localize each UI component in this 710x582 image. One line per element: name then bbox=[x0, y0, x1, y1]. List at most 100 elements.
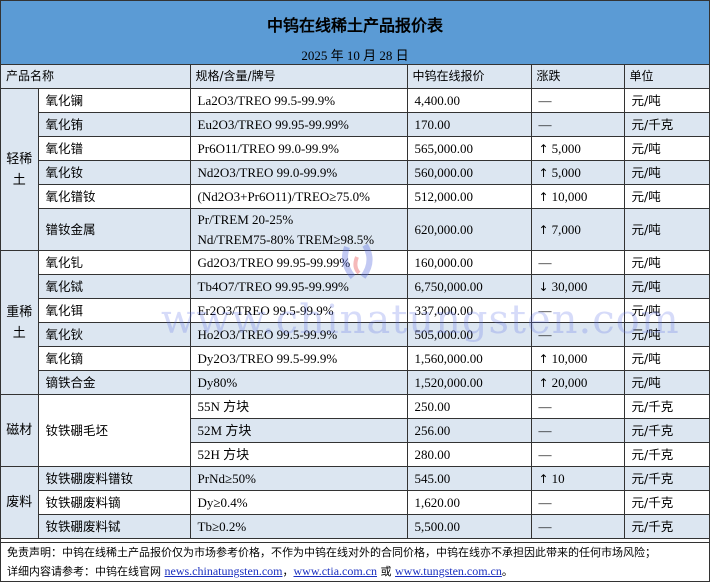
arrow-up-icon: ↑ bbox=[538, 165, 549, 180]
price: 160,000.00 bbox=[406, 250, 532, 275]
arrow-up-icon: ↑ bbox=[538, 222, 549, 237]
unit: 元/千克 bbox=[623, 490, 710, 515]
price: 337,000.00 bbox=[406, 298, 532, 323]
product-spec: Pr/TREM 20-25% Nd/TREM75-80% TREM≥98.5% bbox=[189, 208, 408, 251]
unit: 元/吨 bbox=[623, 136, 710, 161]
report-date: 2025 年 10 月 28 日 bbox=[1, 44, 709, 65]
price: 170.00 bbox=[406, 112, 532, 137]
change-value: 7,000 bbox=[551, 221, 581, 237]
product-spec: Pr6O11/TREO 99.0-99.9% bbox=[189, 136, 408, 161]
product-spec: Dy80% bbox=[189, 370, 408, 395]
price-change: ↑ 7,000 bbox=[530, 208, 625, 251]
product-spec: Ho2O3/TREO 99.5-99.9% bbox=[189, 322, 408, 347]
unit: 元/吨 bbox=[623, 370, 710, 395]
product-spec: 52H 方块 bbox=[190, 442, 408, 467]
product-name: 氧化镨 bbox=[38, 136, 191, 161]
arrow-up-icon: ↑ bbox=[538, 471, 549, 486]
price: 620,000.00 bbox=[406, 208, 532, 251]
table-row: 钕铁硼废料铽 Tb≥0.2% 5,500.00 — 元/千克 bbox=[1, 514, 710, 539]
table-row: 52H 方块 280.00 — 元/千克 bbox=[1, 442, 710, 467]
change-value: — bbox=[538, 303, 552, 318]
disclaimer: 免责声明：中钨在线稀土产品报价仅为市场参考价格，不作为中钨在线对外的合同价格，中… bbox=[7, 546, 656, 559]
price: 256.00 bbox=[406, 418, 532, 443]
price: 280.00 bbox=[406, 442, 532, 467]
price: 512,000.00 bbox=[406, 184, 532, 209]
table-row: 重稀土 氧化钆 Gd2O3/TREO 99.95-99.99% 160,000.00 —… bbox=[1, 250, 710, 395]
price-change: ↑ 5,000 bbox=[530, 160, 625, 185]
table-row: 氧化钬 Ho2O3/TREO 99.5-99.9% 505,000.00 — 元/吨 bbox=[1, 322, 710, 347]
product-name: 氧化钆 bbox=[37, 250, 191, 275]
spec-line: Pr/TREM 20-25% bbox=[197, 211, 294, 227]
change-value: — bbox=[538, 93, 552, 108]
price: 6,750,000.00 bbox=[406, 274, 532, 299]
product-name: 氧化镨钕 bbox=[38, 184, 191, 209]
product-name: 钕铁硼毛坯 bbox=[37, 394, 191, 467]
unit: 元/千克 bbox=[623, 514, 710, 539]
group-label: 废料 bbox=[1, 466, 39, 539]
price-change: — bbox=[530, 250, 625, 275]
table-row: 钕铁硼废料镝 Dy≥0.4% 1,620.00 — 元/千克 bbox=[1, 490, 710, 515]
product-spec: Nd2O3/TREO 99.0-99.9% bbox=[189, 160, 408, 185]
product-name: 氧化钕 bbox=[38, 160, 191, 185]
header-change: 涨跌 bbox=[530, 65, 625, 89]
unit: 元/吨 bbox=[623, 322, 710, 347]
period: 。 bbox=[501, 565, 513, 578]
change-value: — bbox=[538, 399, 552, 414]
price-change: ↓ 30,000 bbox=[530, 274, 625, 299]
price-change: — bbox=[530, 442, 625, 467]
change-value: — bbox=[538, 495, 552, 510]
product-name: 钕铁硼废料镝 bbox=[38, 490, 191, 515]
price-table: 产品名称 规格/含量/牌号 中钨在线报价 涨跌 单位 轻稀土 氧化镧 La2O3/T… bbox=[1, 65, 710, 539]
unit: 元/吨 bbox=[623, 274, 710, 299]
change-value: 10,000 bbox=[551, 350, 588, 366]
product-spec: Gd2O3/TREO 99.95-99.99% bbox=[189, 250, 408, 275]
group-label: 轻稀土 bbox=[1, 88, 39, 251]
price: 5,500.00 bbox=[406, 514, 532, 539]
table-row: 镨钕金属 Pr/TREM 20-25% Nd/TREM75-80% TREM≥98.… bbox=[1, 208, 710, 251]
change-value: 5,000 bbox=[551, 164, 581, 180]
product-spec: Eu2O3/TREO 99.95-99.99% bbox=[189, 112, 408, 137]
table-row: 镝铁合金 Dy80% 1,520,000.00 ↑ 20,000 元/吨 bbox=[1, 370, 710, 395]
table-row: 氧化镝 Dy2O3/TREO 99.5-99.9% 1,560,000.00 ↑ 10,… bbox=[1, 346, 710, 371]
change-value: 5,000 bbox=[551, 140, 581, 156]
price-change: ↑ 20,000 bbox=[530, 370, 625, 395]
change-value: 30,000 bbox=[551, 278, 588, 294]
reference-prefix: 详细内容请参考：中钨在线官网 bbox=[7, 565, 165, 578]
link-ctia[interactable]: www.ctia.com.cn bbox=[293, 564, 378, 578]
table-header-row: 产品名称 规格/含量/牌号 中钨在线报价 涨跌 单位 bbox=[1, 65, 710, 89]
unit: 元/吨 bbox=[623, 298, 710, 323]
link-news-chinatungsten[interactable]: news.chinatungsten.com bbox=[164, 564, 283, 578]
header-spec: 规格/含量/牌号 bbox=[189, 65, 408, 89]
unit: 元/吨 bbox=[623, 88, 710, 113]
price: 560,000.00 bbox=[406, 160, 532, 185]
product-spec: Er2O3/TREO 99.5-99.9% bbox=[189, 298, 408, 323]
product-spec: 52M 方块 bbox=[190, 418, 408, 443]
arrow-up-icon: ↑ bbox=[538, 141, 549, 156]
product-name: 镝铁合金 bbox=[38, 370, 191, 395]
unit: 元/千克 bbox=[623, 112, 710, 137]
unit: 元/吨 bbox=[623, 208, 710, 251]
change-value: — bbox=[538, 447, 552, 462]
price-change: ↑ 10,000 bbox=[530, 184, 625, 209]
product-name: 镨钕金属 bbox=[38, 208, 191, 251]
unit: 元/千克 bbox=[623, 466, 710, 491]
change-value: 10 bbox=[551, 470, 565, 486]
table-row: 废料 钕铁硼废料镨钕 PrNd≥50% 545.00 ↑ 10 元/千克 bbox=[1, 466, 710, 539]
product-name: 氧化铒 bbox=[38, 298, 191, 323]
price: 565,000.00 bbox=[406, 136, 532, 161]
table-row: 氧化铕 Eu2O3/TREO 99.95-99.99% 170.00 — 元/千克 bbox=[1, 112, 710, 137]
link-tungsten[interactable]: www.tungsten.com.cn bbox=[395, 564, 502, 578]
spec-line: Nd/TREM75-80% TREM≥98.5% bbox=[197, 231, 375, 247]
price-change: ↑ 5,000 bbox=[530, 136, 625, 161]
unit: 元/吨 bbox=[623, 346, 710, 371]
unit: 元/吨 bbox=[623, 250, 710, 275]
price-change: — bbox=[530, 88, 625, 113]
price: 1,620.00 bbox=[406, 490, 532, 515]
group-label: 磁材 bbox=[1, 394, 39, 467]
table-row: 轻稀土 氧化镧 La2O3/TREO 99.5-99.9% 4,400.00 — 元/吨 bbox=[1, 88, 710, 251]
product-name: 氧化镧 bbox=[37, 88, 191, 113]
change-value: — bbox=[538, 327, 552, 342]
separator: ， bbox=[282, 565, 294, 578]
price-change: — bbox=[530, 490, 625, 515]
arrow-down-icon: ↓ bbox=[538, 279, 549, 294]
